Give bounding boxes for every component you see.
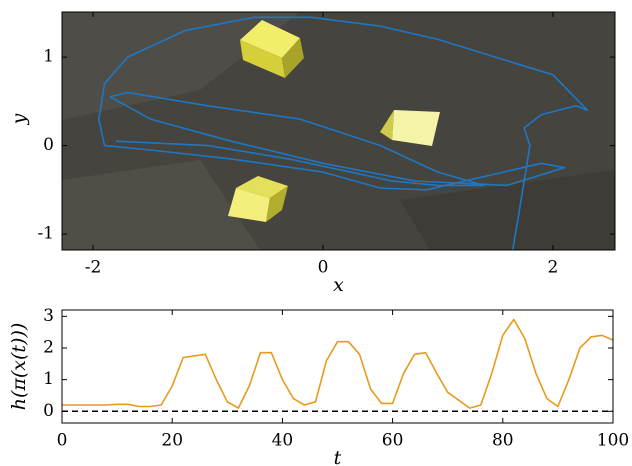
cube [240,20,300,58]
x-tick-label: 60 [382,431,404,451]
x-tick-label: 2 [548,258,559,278]
x-tick-label: 0 [318,258,329,278]
cube [236,176,288,198]
cube [228,188,270,222]
x-tick-label: -2 [85,258,102,278]
y-tick-label: 2 [43,337,54,357]
cube [240,40,285,78]
x-tick-label: 40 [272,431,294,451]
photo-shade [62,12,300,120]
cube [392,110,440,146]
plot-frame [61,309,614,424]
x-axis-label: t [334,447,342,466]
cube [282,38,304,78]
y-tick-label: -1 [37,224,54,244]
y-axis-label: h(π(x(t))) [8,323,30,411]
x-tick-label: 20 [161,431,183,451]
background-photo [62,12,615,250]
y-tick-label: 3 [43,306,54,326]
y-axis-label: y [8,113,30,125]
plot-frame [61,11,616,251]
y-tick-label: 1 [43,47,54,67]
data-line [62,318,614,409]
x-tick-label: 100 [597,431,629,451]
photo-shade [62,160,260,250]
data-line [98,16,589,251]
y-tick-label: 0 [43,135,54,155]
cube [266,186,288,222]
y-tick-label: 1 [43,369,54,389]
x-axis-label: x [333,274,344,296]
y-tick-label: 0 [43,401,54,421]
x-tick-label: 80 [492,431,514,451]
cube [380,110,394,140]
x-tick-label: 0 [57,431,68,451]
photo-shade [400,170,615,250]
